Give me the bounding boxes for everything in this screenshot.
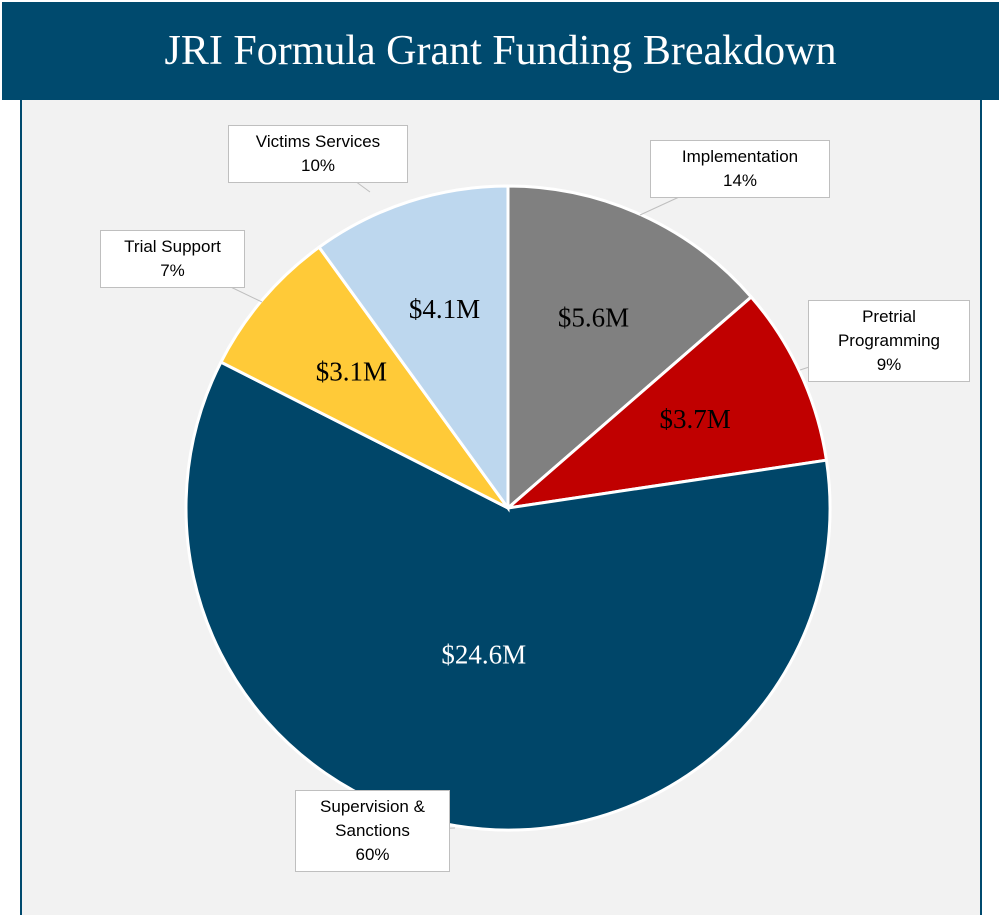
category-label: Pretrial Programming (837, 307, 941, 350)
percentage-label: 60% (355, 845, 390, 864)
slice-value-label: $5.6M (558, 303, 629, 333)
pie-slice (503, 294, 829, 511)
callout: Trial Support 7% (100, 230, 245, 288)
pie-slice (506, 184, 754, 512)
category-label: Victims Services (255, 132, 381, 151)
percentage-label: 14% (722, 171, 758, 190)
slice-value-label: $3.7M (660, 404, 731, 434)
callout: Victims Services 10% (228, 125, 408, 183)
slice-value-label: $24.6M (441, 640, 526, 670)
callout: Pretrial Programming 9% (808, 300, 970, 382)
pie-slice (317, 184, 510, 513)
chart-title: JRI Formula Grant Funding Breakdown (2, 2, 999, 100)
pie-slice (184, 360, 832, 832)
percentage-label: 9% (876, 355, 902, 374)
percentage-label: 7% (160, 261, 185, 280)
slice-value-label: $3.1M (316, 356, 387, 386)
category-label: Trial Support (124, 237, 221, 256)
category-label: Implementation (681, 147, 799, 166)
slice-value-label: $4.1M (409, 294, 480, 324)
callout: Implementation 14% (650, 140, 830, 198)
category-label: Supervision & Sanctions (320, 797, 425, 840)
pie-slice (218, 245, 510, 510)
percentage-label: 10% (300, 156, 336, 175)
callout: Supervision & Sanctions 60% (295, 790, 450, 872)
